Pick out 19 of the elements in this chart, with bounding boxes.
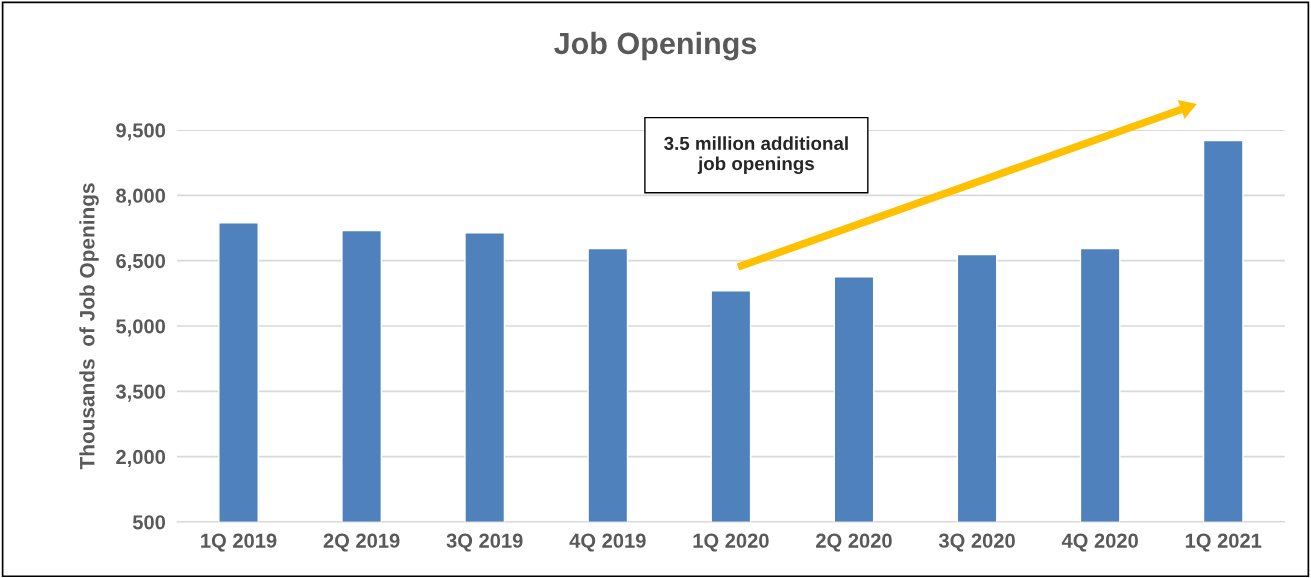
y-tick-label: 9,500 bbox=[116, 123, 166, 141]
annotation: 3.5 million additional job openings bbox=[664, 136, 848, 175]
y-tick-label: 500 bbox=[132, 515, 166, 530]
y-tick-label: 2,000 bbox=[116, 449, 166, 468]
x-tick-label: 2Q 2019 bbox=[323, 533, 400, 552]
y-tick-label: 3,500 bbox=[115, 384, 166, 402]
x-tick-label: 3Q 2020 bbox=[938, 533, 1015, 552]
y-tick-label: 6,500 bbox=[116, 253, 166, 272]
y-axis-title: Thousands of Job Openings bbox=[79, 183, 99, 470]
x-tick-label: 4Q 2019 bbox=[569, 533, 646, 552]
x-tick-label: 4Q 2020 bbox=[1061, 533, 1138, 552]
chart-title: Job Openings bbox=[554, 31, 757, 61]
y-tick-label: 8,000 bbox=[116, 188, 166, 206]
x-tick-label: 1Q 2019 bbox=[201, 533, 277, 552]
x-tick-label: 1Q 2021 bbox=[1185, 533, 1262, 552]
y-tick-label: 5,000 bbox=[116, 319, 166, 337]
x-tick-label: 1Q 2020 bbox=[693, 533, 769, 552]
x-tick-label: 2Q 2020 bbox=[816, 533, 892, 552]
x-tick-label: 3Q 2019 bbox=[446, 533, 523, 552]
